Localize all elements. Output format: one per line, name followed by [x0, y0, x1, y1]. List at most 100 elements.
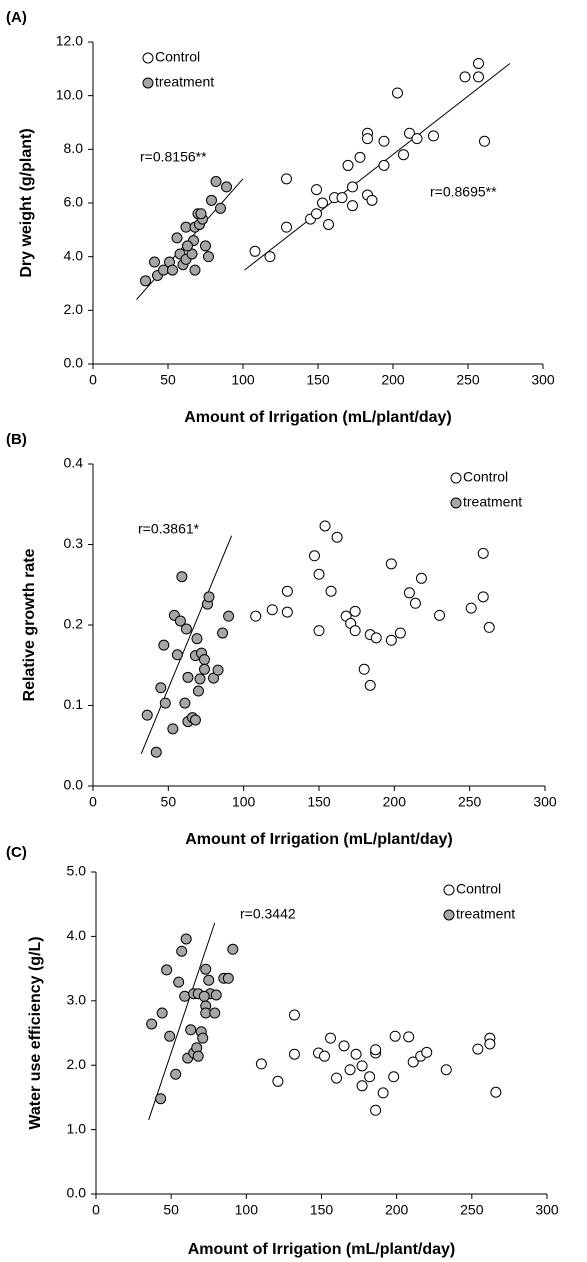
data-point [325, 585, 337, 597]
data-point [180, 933, 192, 945]
data-point [325, 1032, 337, 1044]
x-tick-label: 300 [533, 794, 557, 810]
x-tick-label: 250 [456, 372, 480, 388]
data-point [227, 943, 239, 955]
data-point [198, 654, 210, 666]
data-point [370, 1044, 382, 1056]
y-tick-label: 2.0 [67, 1056, 87, 1072]
data-point [428, 130, 439, 142]
legend-label: Control [456, 881, 501, 897]
data-point [195, 208, 207, 220]
x-tick-label: 50 [160, 372, 176, 388]
panel-label: (A) [6, 9, 27, 26]
x-tick-label: 0 [92, 1202, 100, 1218]
data-point [403, 1031, 415, 1043]
data-point [323, 218, 334, 230]
legend-marker [142, 52, 154, 64]
data-point [347, 200, 358, 212]
data-point [477, 547, 489, 559]
x-tick-label: 100 [235, 1202, 259, 1218]
data-point [349, 625, 361, 637]
y-tick-label: 4.0 [67, 927, 87, 943]
data-point [203, 251, 214, 263]
data-point [176, 571, 188, 583]
fit-line [148, 922, 216, 1121]
data-point [362, 133, 373, 145]
x-tick-label: 150 [306, 372, 330, 388]
y-tick-label: 0.0 [67, 1185, 87, 1201]
data-point [356, 1080, 368, 1092]
data-point [155, 1093, 167, 1105]
data-point [338, 1040, 350, 1052]
data-point [364, 679, 376, 691]
data-point [281, 606, 293, 618]
x-tick-label: 50 [163, 1202, 179, 1218]
data-point [222, 972, 234, 984]
data-point [378, 135, 390, 147]
data-point [472, 1043, 484, 1055]
data-point [354, 151, 366, 163]
y-tick-label: 0.3 [64, 535, 84, 551]
data-point [192, 685, 204, 697]
x-tick-label: 0 [89, 372, 97, 388]
y-tick-label: 6.0 [64, 194, 84, 210]
data-point [212, 664, 224, 676]
data-point [141, 709, 153, 721]
data-point [434, 609, 446, 621]
x-tick-label: 200 [383, 794, 407, 810]
data-point [198, 663, 210, 675]
x-tick-label: 250 [458, 794, 482, 810]
x-tick-label: 300 [531, 372, 555, 388]
data-point [319, 520, 331, 532]
data-point [378, 159, 390, 171]
data-point [179, 697, 191, 709]
x-tick-label: 250 [460, 1202, 484, 1218]
data-point [182, 671, 194, 683]
annotation: r=0.8695** [430, 184, 497, 200]
data-point [484, 1038, 496, 1050]
data-point [344, 1064, 356, 1076]
data-point [459, 71, 471, 83]
data-point [209, 1007, 221, 1019]
data-point [331, 531, 343, 543]
data-point [415, 572, 427, 584]
data-point [398, 149, 409, 161]
data-point [370, 632, 382, 644]
y-axis-title: Water use efficiency (g/L) [27, 936, 44, 1129]
x-tick-label: 200 [385, 1202, 409, 1218]
data-point [388, 1071, 400, 1083]
y-tick-label: 0.4 [64, 455, 84, 471]
data-point [281, 173, 292, 185]
panel-label: (B) [6, 431, 27, 448]
data-point [150, 746, 162, 758]
y-axis-title: Dry weight (g/plant) [18, 128, 35, 277]
data-point [404, 127, 415, 139]
data-point [171, 232, 183, 244]
data-point [158, 639, 170, 651]
x-tick-label: 150 [307, 794, 331, 810]
data-point [409, 597, 421, 609]
annotation: r=0.8156** [140, 149, 207, 165]
data-point [317, 197, 328, 209]
data-point [313, 625, 325, 637]
data-point [223, 610, 235, 622]
data-point [266, 604, 278, 616]
data-point [364, 1071, 376, 1083]
y-tick-label: 0.0 [64, 777, 84, 793]
data-point [189, 714, 201, 726]
fit-line [244, 63, 511, 271]
data-point [255, 1058, 267, 1070]
data-point [171, 649, 183, 661]
data-point [203, 591, 215, 603]
data-point [407, 1056, 419, 1068]
legend-label: treatment [463, 494, 522, 510]
data-point [370, 1104, 382, 1116]
annotation: r=0.3442 [240, 906, 296, 922]
data-point [389, 1030, 401, 1042]
data-point [311, 184, 322, 196]
x-tick-label: 50 [161, 794, 177, 810]
data-point [331, 1072, 343, 1084]
y-tick-label: 10.0 [56, 86, 83, 102]
y-tick-label: 0.1 [64, 696, 84, 712]
data-point [319, 1050, 331, 1062]
